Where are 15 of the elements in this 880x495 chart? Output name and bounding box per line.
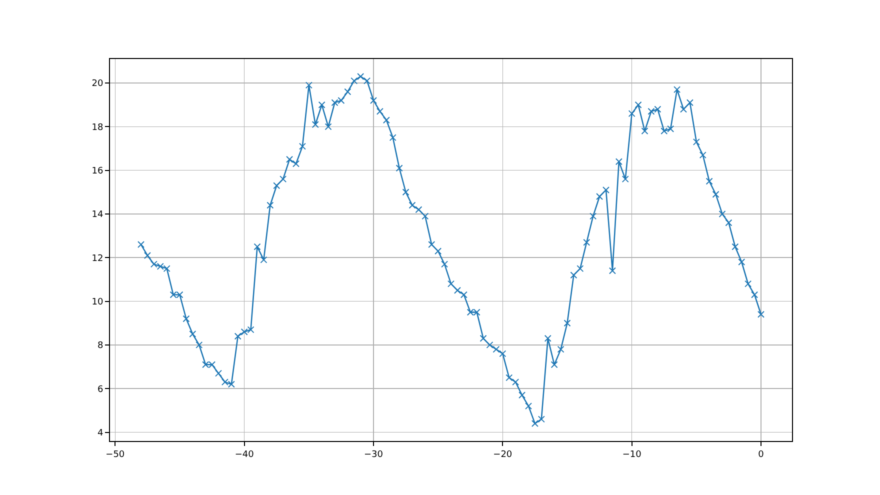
x-tick-label: −50 <box>106 450 125 460</box>
y-tick-label: 16 <box>92 166 104 176</box>
y-tick-label: 12 <box>92 254 104 264</box>
y-tick-label: 14 <box>92 210 104 220</box>
y-tick-label: 20 <box>92 79 104 90</box>
y-tick-label: 10 <box>92 297 104 308</box>
y-tick-label: 4 <box>97 428 104 438</box>
x-tick-label: −40 <box>234 450 254 460</box>
x-tick-label: −10 <box>622 450 642 460</box>
y-tick-label: 18 <box>92 122 104 133</box>
x-tick-label: 0 <box>758 450 764 460</box>
x-tick-label: −20 <box>493 450 512 460</box>
y-tick-label: 8 <box>97 341 104 352</box>
x-tick-label: −30 <box>364 450 384 460</box>
y-tick-label: 6 <box>97 384 104 395</box>
